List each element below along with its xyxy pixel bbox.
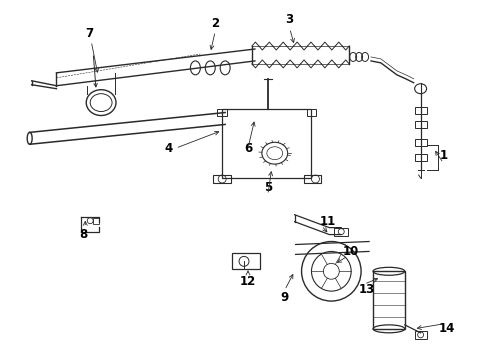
Text: 13: 13	[359, 283, 375, 296]
Text: 7: 7	[85, 27, 93, 40]
Bar	[415, 139, 427, 146]
Bar	[303, 175, 321, 183]
Bar	[415, 331, 427, 339]
Bar	[415, 107, 427, 113]
Text: 9: 9	[281, 291, 289, 303]
Text: 14: 14	[438, 322, 455, 336]
Text: 5: 5	[264, 181, 272, 194]
Bar	[222, 109, 312, 178]
Bar	[232, 253, 260, 269]
Bar	[213, 175, 231, 183]
Text: 1: 1	[440, 149, 447, 162]
Bar	[217, 109, 227, 117]
Bar	[334, 228, 348, 235]
Text: 12: 12	[240, 275, 256, 288]
Text: 2: 2	[211, 17, 220, 30]
Bar	[307, 109, 317, 117]
Bar	[415, 154, 427, 161]
Text: 11: 11	[319, 215, 336, 228]
Text: 6: 6	[244, 142, 252, 155]
Text: 10: 10	[343, 245, 359, 258]
Bar	[93, 218, 99, 224]
Bar	[373, 271, 405, 329]
Text: 3: 3	[286, 13, 294, 26]
Text: 8: 8	[79, 228, 87, 241]
Bar	[415, 121, 427, 129]
Text: 4: 4	[165, 142, 172, 155]
